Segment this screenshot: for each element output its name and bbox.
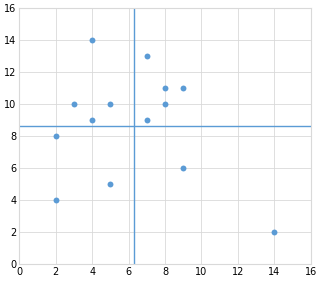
Point bbox=[181, 86, 186, 90]
Point bbox=[181, 166, 186, 170]
Point bbox=[53, 198, 58, 202]
Point bbox=[90, 38, 95, 42]
Point bbox=[144, 118, 149, 122]
Point bbox=[108, 182, 113, 186]
Point bbox=[144, 54, 149, 58]
Point bbox=[108, 102, 113, 106]
Point bbox=[272, 230, 277, 234]
Point bbox=[53, 134, 58, 138]
Point bbox=[71, 102, 76, 106]
Point bbox=[162, 86, 168, 90]
Point bbox=[90, 118, 95, 122]
Point bbox=[162, 102, 168, 106]
